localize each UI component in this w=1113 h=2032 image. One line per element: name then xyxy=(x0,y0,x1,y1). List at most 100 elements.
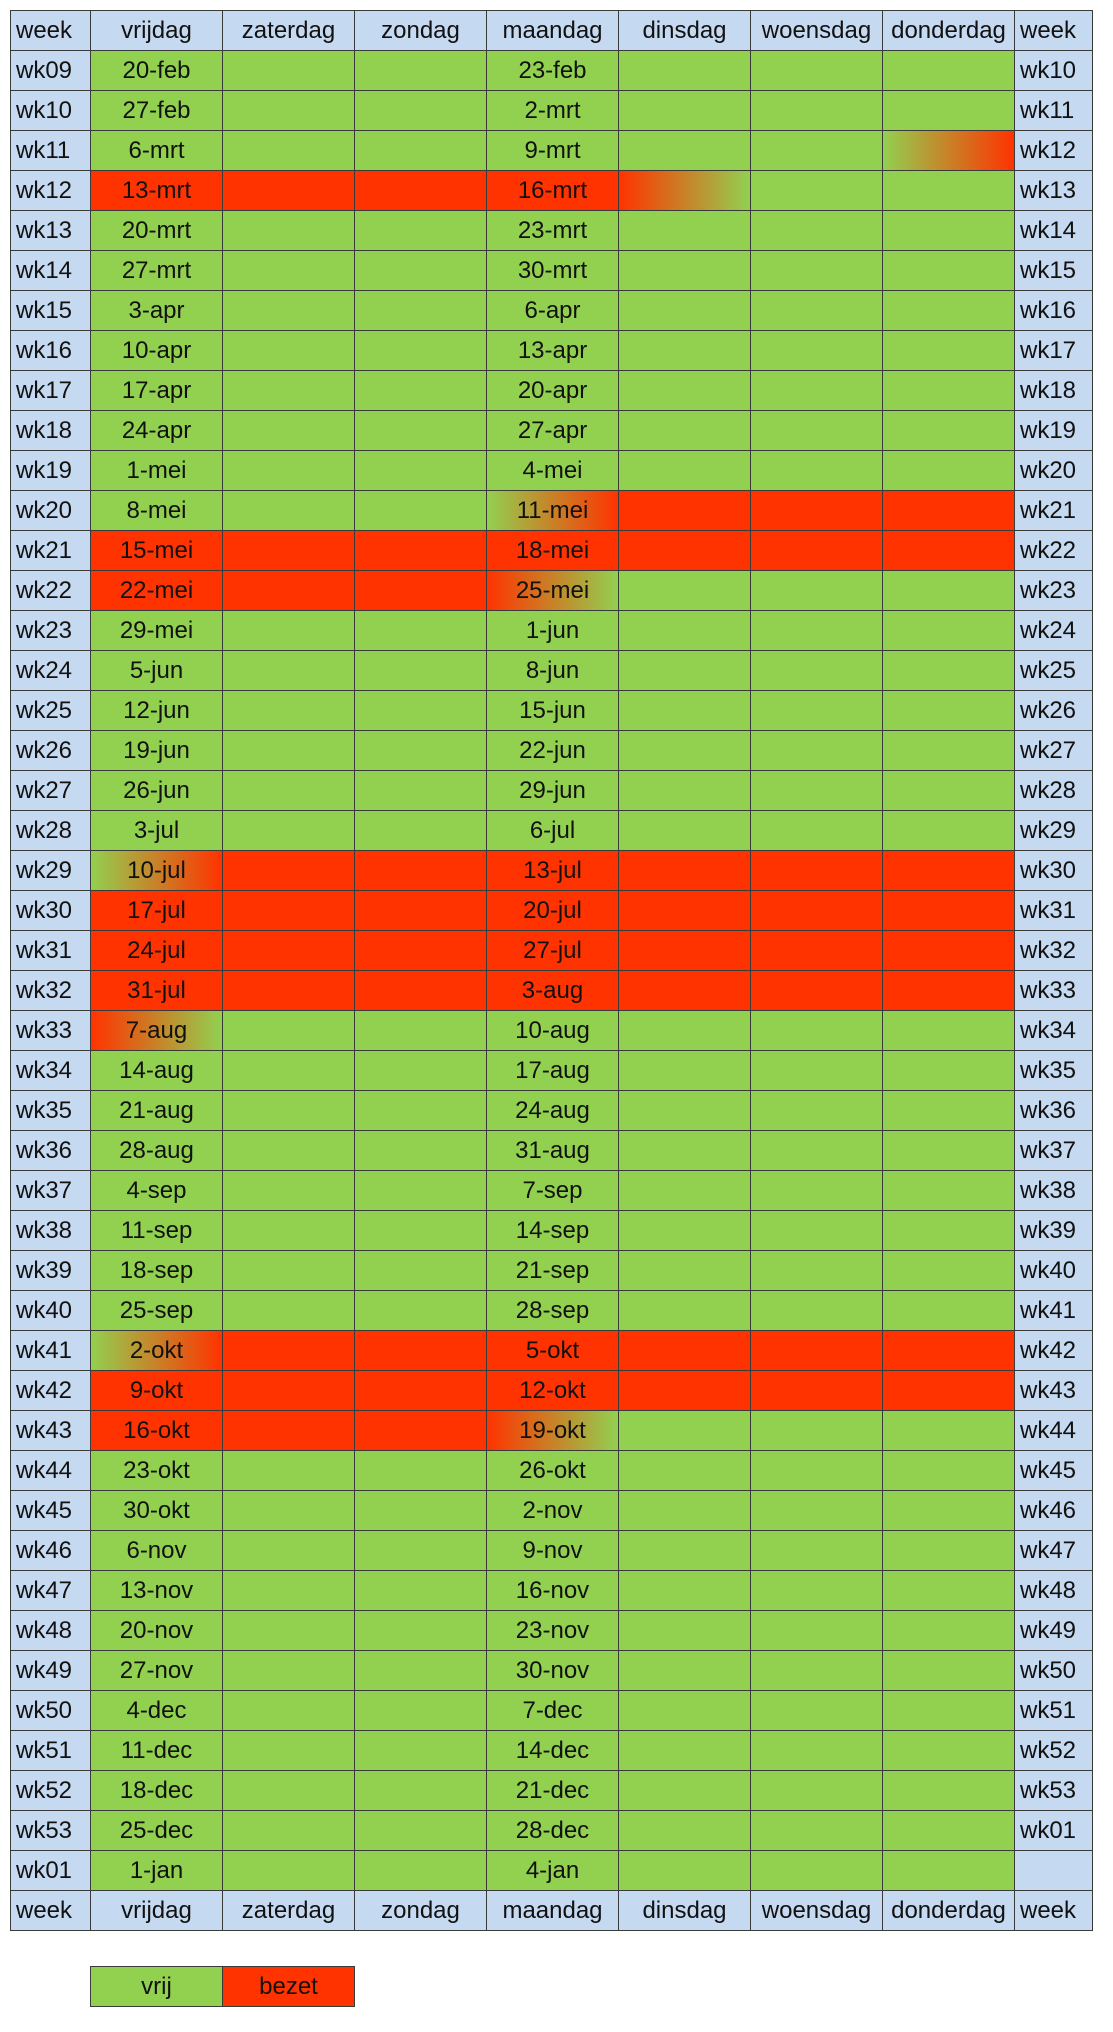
day-cell: 28-aug xyxy=(90,1130,223,1171)
week-cell: wk34 xyxy=(1014,1010,1093,1051)
day-cell: 13-nov xyxy=(90,1570,223,1611)
week-cell: wk19 xyxy=(1014,410,1093,451)
day-cell xyxy=(222,90,355,131)
day-cell xyxy=(750,410,883,451)
day-cell xyxy=(882,1530,1015,1571)
day-cell xyxy=(222,530,355,571)
week-cell: wk35 xyxy=(10,1090,91,1131)
week-cell: wk17 xyxy=(10,370,91,411)
day-cell xyxy=(222,250,355,291)
day-cell: 26-okt xyxy=(486,1450,619,1491)
day-cell xyxy=(354,1370,487,1411)
week-cell: wk31 xyxy=(10,930,91,971)
week-cell: wk51 xyxy=(1014,1690,1093,1731)
day-cell xyxy=(222,610,355,651)
day-cell xyxy=(750,370,883,411)
day-cell: 21-dec xyxy=(486,1770,619,1811)
day-cell xyxy=(618,850,751,891)
day-cell xyxy=(354,650,487,691)
day-cell xyxy=(618,930,751,971)
day-cell: 6-apr xyxy=(486,290,619,331)
day-cell: 22-mei xyxy=(90,570,223,611)
day-cell xyxy=(354,1530,487,1571)
day-cell xyxy=(750,890,883,931)
week-cell: wk33 xyxy=(10,1010,91,1051)
week-cell: wk46 xyxy=(1014,1490,1093,1531)
day-cell xyxy=(882,1850,1015,1891)
day-cell xyxy=(750,1330,883,1371)
week-cell: wk53 xyxy=(1014,1770,1093,1811)
day-cell xyxy=(354,410,487,451)
day-cell xyxy=(882,650,1015,691)
day-cell xyxy=(750,330,883,371)
day-cell: 19-okt xyxy=(486,1410,619,1451)
week-cell: wk12 xyxy=(10,170,91,211)
day-cell xyxy=(222,410,355,451)
day-cell xyxy=(750,50,883,91)
week-cell: wk52 xyxy=(10,1770,91,1811)
week-cell: wk26 xyxy=(1014,690,1093,731)
day-cell xyxy=(354,450,487,491)
day-cell xyxy=(222,290,355,331)
day-cell: 2-mrt xyxy=(486,90,619,131)
day-cell xyxy=(222,1610,355,1651)
day-cell: 20-nov xyxy=(90,1610,223,1651)
day-cell xyxy=(222,1130,355,1171)
day-cell xyxy=(222,1730,355,1771)
day-cell: 5-jun xyxy=(90,650,223,691)
day-cell xyxy=(618,890,751,931)
day-cell xyxy=(354,1730,487,1771)
day-cell xyxy=(882,130,1015,171)
day-cell xyxy=(222,570,355,611)
day-cell xyxy=(618,1330,751,1371)
day-cell: 31-aug xyxy=(486,1130,619,1171)
day-cell: 10-jul xyxy=(90,850,223,891)
day-cell xyxy=(354,810,487,851)
day-cell xyxy=(750,1770,883,1811)
day-cell: 27-mrt xyxy=(90,250,223,291)
day-cell xyxy=(750,1530,883,1571)
day-cell: 24-jul xyxy=(90,930,223,971)
day-cell xyxy=(750,570,883,611)
day-cell xyxy=(222,1410,355,1451)
week-cell: wk21 xyxy=(10,530,91,571)
day-cell xyxy=(222,730,355,771)
day-cell: 18-dec xyxy=(90,1770,223,1811)
day-cell xyxy=(750,1210,883,1251)
week-cell: wk27 xyxy=(1014,730,1093,771)
day-cell xyxy=(222,170,355,211)
day-cell xyxy=(354,1250,487,1291)
week-cell: wk47 xyxy=(1014,1530,1093,1571)
legend-item: bezet xyxy=(222,1966,355,2007)
day-cell xyxy=(354,1770,487,1811)
day-cell xyxy=(618,1570,751,1611)
day-cell xyxy=(750,610,883,651)
column-header: woensdag xyxy=(750,1890,883,1931)
day-cell: 30-mrt xyxy=(486,250,619,291)
day-cell xyxy=(222,650,355,691)
day-cell xyxy=(882,290,1015,331)
day-cell xyxy=(618,810,751,851)
week-cell: wk18 xyxy=(1014,370,1093,411)
day-cell xyxy=(354,1290,487,1331)
week-cell: wk53 xyxy=(10,1810,91,1851)
week-cell: wk40 xyxy=(1014,1250,1093,1291)
day-cell xyxy=(222,450,355,491)
week-cell: wk30 xyxy=(10,890,91,931)
week-cell: wk14 xyxy=(1014,210,1093,251)
week-cell: wk47 xyxy=(10,1570,91,1611)
day-cell xyxy=(354,290,487,331)
week-cell: wk20 xyxy=(1014,450,1093,491)
day-cell xyxy=(354,1490,487,1531)
week-cell: wk41 xyxy=(1014,1290,1093,1331)
week-cell xyxy=(1014,1850,1093,1891)
day-cell xyxy=(222,1490,355,1531)
day-cell xyxy=(618,290,751,331)
day-cell: 11-mei xyxy=(486,490,619,531)
day-cell xyxy=(354,210,487,251)
day-cell: 31-jul xyxy=(90,970,223,1011)
day-cell xyxy=(354,250,487,291)
week-cell: wk45 xyxy=(10,1490,91,1531)
week-cell: wk13 xyxy=(1014,170,1093,211)
